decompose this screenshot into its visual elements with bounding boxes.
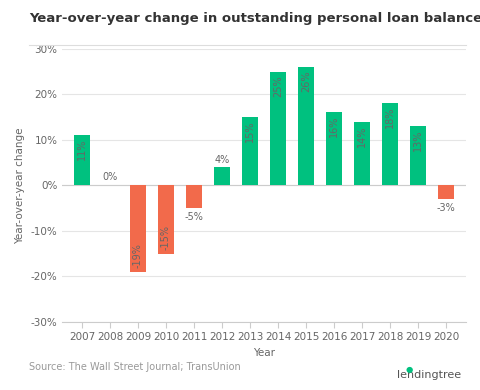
Bar [354, 122, 371, 185]
Bar [186, 185, 203, 208]
Text: 26%: 26% [301, 71, 311, 92]
X-axis label: Year: Year [253, 348, 275, 358]
Bar [382, 103, 398, 185]
Text: 14%: 14% [357, 125, 367, 147]
Text: 13%: 13% [413, 130, 423, 151]
Y-axis label: Year-over-year change: Year-over-year change [15, 127, 25, 243]
Bar [409, 126, 426, 185]
Text: lendingtree: lendingtree [396, 370, 461, 380]
Bar [438, 185, 455, 199]
Bar [130, 185, 146, 272]
Text: 18%: 18% [385, 107, 395, 128]
Bar [325, 112, 342, 185]
Text: -3%: -3% [437, 202, 456, 213]
Text: 15%: 15% [245, 121, 255, 142]
Text: 16%: 16% [329, 116, 339, 137]
Text: 25%: 25% [273, 75, 283, 97]
Bar [241, 117, 258, 185]
Text: 0%: 0% [102, 172, 118, 182]
Bar [270, 71, 287, 185]
Text: Source: The Wall Street Journal; TransUnion: Source: The Wall Street Journal; TransUn… [29, 362, 240, 372]
Bar [214, 167, 230, 185]
Bar [298, 67, 314, 185]
Text: Year-over-year change in outstanding personal loan balances in the U.S.: Year-over-year change in outstanding per… [29, 12, 480, 25]
Text: -15%: -15% [161, 225, 171, 250]
Text: ●: ● [406, 365, 413, 374]
Text: 4%: 4% [215, 155, 229, 165]
Bar [73, 135, 90, 185]
Bar [157, 185, 174, 254]
Text: 11%: 11% [77, 139, 87, 160]
Text: -5%: -5% [185, 212, 204, 222]
Text: -19%: -19% [133, 243, 143, 268]
